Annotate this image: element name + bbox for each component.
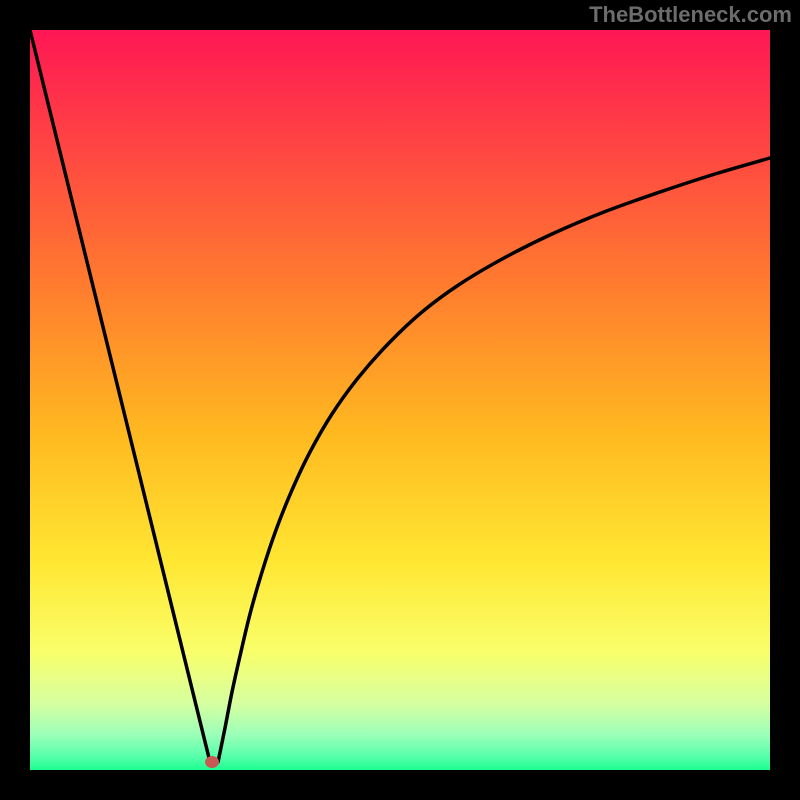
watermark-label: TheBottleneck.com — [589, 2, 792, 28]
chart-background — [30, 30, 770, 770]
optimum-marker — [205, 756, 219, 768]
bottleneck-chart — [0, 0, 800, 800]
